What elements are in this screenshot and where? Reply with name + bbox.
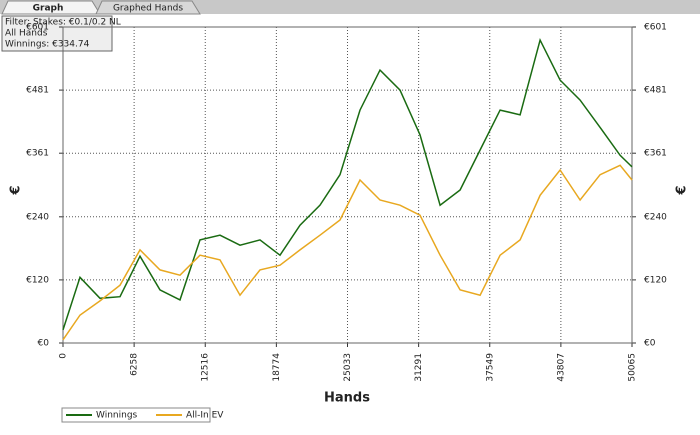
- x-tick-label: 37549: [485, 353, 495, 382]
- legend-box: [61, 407, 211, 423]
- x-tick-label: 18774: [272, 353, 282, 382]
- y-tick-label: €481: [26, 86, 49, 96]
- y2-tick-label: €361: [644, 149, 667, 159]
- y2-tick-label: €0: [644, 339, 656, 349]
- tab[interactable]: [95, 0, 201, 15]
- x-tick-label: 25033: [343, 353, 353, 382]
- y-tick-label: €0: [38, 339, 50, 349]
- filter-text: All Hands: [5, 29, 48, 39]
- y-tick-label: €240: [26, 212, 49, 222]
- x-tick-label: 43807: [556, 353, 566, 382]
- filter-text: Winnings: €334.74: [5, 40, 90, 50]
- x-tick-label: 12516: [201, 353, 211, 382]
- x-tick-label: 50065: [628, 353, 638, 382]
- y-tick-label: €361: [26, 149, 49, 159]
- filter-box: [1, 15, 113, 52]
- tab-label[interactable]: Graphed Hands: [113, 4, 183, 14]
- x-tick-label: 6258: [130, 353, 140, 376]
- line-series: [62, 37, 633, 331]
- legend-label: All-In EV: [186, 411, 224, 421]
- y2-tick-label: €120: [644, 275, 667, 285]
- y2-axis-label: €: [675, 185, 690, 195]
- y-axis-label: €: [9, 185, 24, 195]
- filter-text: Filter: Stakes: €0.1/0.2 NL: [5, 18, 121, 28]
- y2-tick-label: €240: [644, 212, 667, 222]
- tab-label[interactable]: Graph: [33, 4, 64, 14]
- y-tick-label: €120: [26, 275, 49, 285]
- line-series: [62, 164, 633, 341]
- x-axis-label: Hands: [324, 391, 370, 406]
- plot-frame: [62, 26, 633, 344]
- legend-label: Winnings: [96, 411, 138, 421]
- y2-tick-label: €601: [644, 23, 667, 33]
- tab[interactable]: [1, 0, 101, 15]
- y-tick-label: €601: [26, 23, 49, 33]
- x-tick-label: 0: [59, 353, 69, 359]
- x-tick-label: 31291: [414, 353, 424, 382]
- y2-tick-label: €481: [644, 86, 667, 96]
